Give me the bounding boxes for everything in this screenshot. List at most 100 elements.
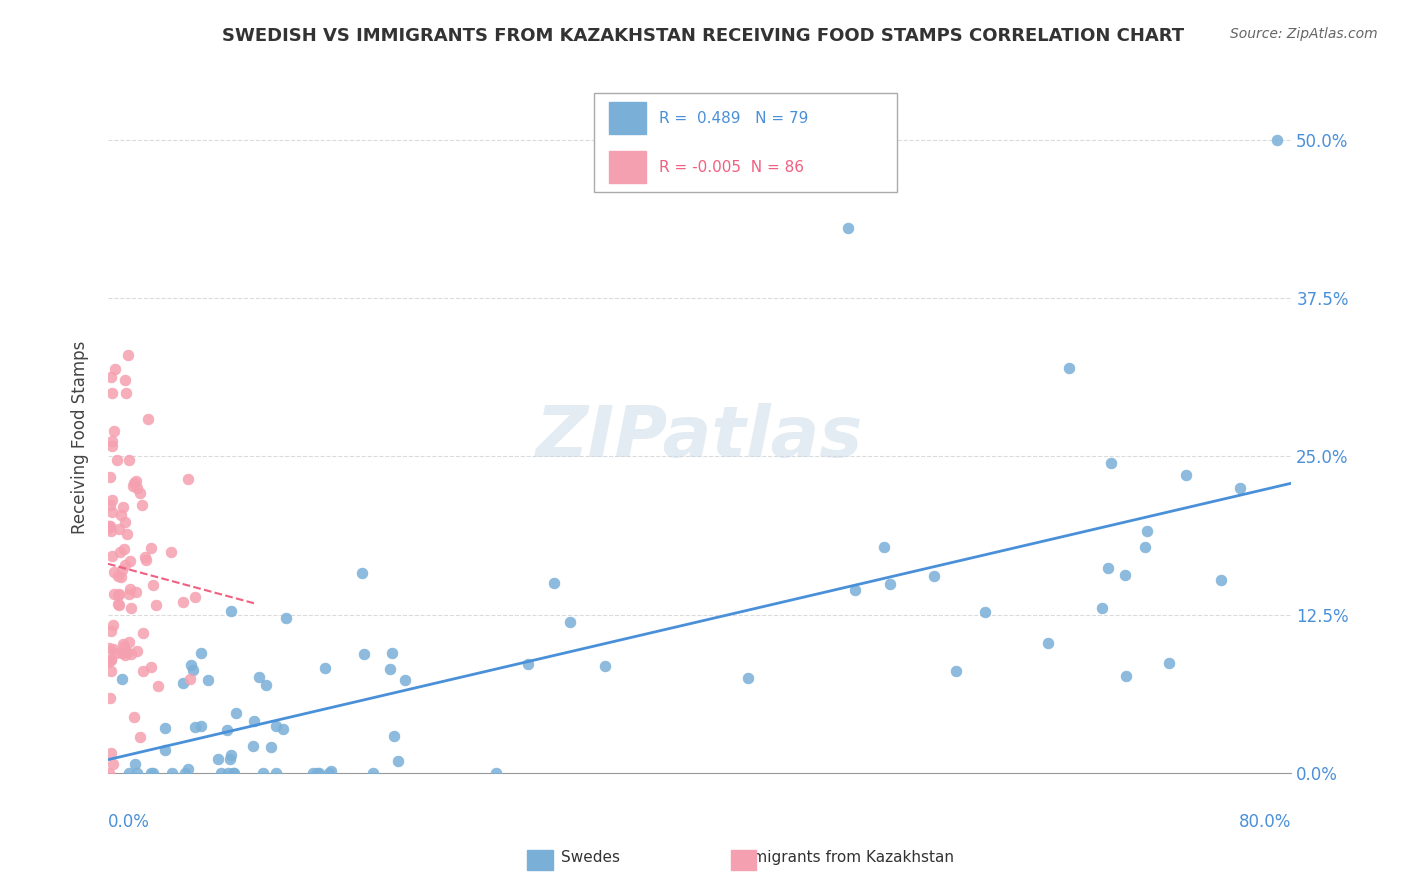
Point [121, 648, 143, 662]
Point [141, 660, 163, 674]
Point [118, 587, 141, 601]
Point [97, 518, 120, 533]
Point [1211, 573, 1233, 587]
Y-axis label: Receiving Food Stamps: Receiving Food Stamps [72, 341, 89, 534]
Point [135, 553, 157, 567]
Point [1038, 636, 1060, 650]
Point [114, 558, 136, 572]
Point [101, 618, 124, 632]
Point [560, 615, 582, 629]
Point [160, 766, 183, 780]
Point [117, 635, 139, 649]
Point [122, 475, 145, 490]
Point [207, 752, 229, 766]
Text: SWEDISH VS IMMIGRANTS FROM KAZAKHSTAN RECEIVING FOOD STAMPS CORRELATION CHART: SWEDISH VS IMMIGRANTS FROM KAZAKHSTAN RE… [222, 27, 1184, 45]
Point [148, 679, 170, 693]
Point [1229, 481, 1251, 495]
Point [142, 578, 165, 592]
Point [115, 386, 138, 401]
Point [108, 545, 131, 559]
Point [243, 714, 266, 728]
Point [837, 221, 859, 235]
Point [100, 524, 122, 538]
Point [111, 672, 134, 686]
Point [1157, 656, 1180, 670]
Point [190, 719, 212, 733]
Text: R = -0.005  N = 86: R = -0.005 N = 86 [658, 160, 804, 175]
Point [973, 605, 995, 619]
Point [224, 766, 246, 780]
Point [737, 672, 759, 686]
Point [266, 766, 288, 780]
Point [308, 766, 330, 780]
Point [98, 640, 121, 655]
Point [101, 549, 124, 563]
Point [517, 657, 540, 671]
Point [184, 591, 207, 605]
Point [110, 570, 132, 584]
Point [1091, 601, 1114, 615]
Point [543, 575, 565, 590]
Point [139, 766, 162, 780]
Text: Immigrants from Kazakhstan: Immigrants from Kazakhstan [733, 850, 955, 865]
Point [111, 500, 134, 515]
Point [111, 646, 134, 660]
Point [107, 598, 129, 612]
Point [97, 520, 120, 534]
Point [264, 719, 287, 733]
Point [115, 645, 138, 659]
Point [107, 568, 129, 582]
Point [104, 362, 127, 376]
Point [222, 766, 245, 780]
Point [160, 545, 183, 559]
Point [314, 661, 336, 675]
Point [98, 518, 121, 533]
Point [114, 648, 136, 663]
Bar [609, 102, 647, 134]
Point [111, 563, 134, 577]
Point [100, 505, 122, 519]
Point [183, 720, 205, 734]
Point [1059, 360, 1081, 375]
Point [107, 597, 129, 611]
Point [101, 434, 124, 448]
Point [172, 595, 194, 609]
Point [117, 348, 139, 362]
Text: Source: ZipAtlas.com: Source: ZipAtlas.com [1230, 27, 1378, 41]
Point [97, 766, 120, 780]
Point [180, 657, 202, 672]
Point [122, 710, 145, 724]
Point [98, 690, 121, 705]
Point [225, 706, 247, 721]
Point [1133, 541, 1156, 555]
Point [302, 766, 325, 780]
Bar [609, 152, 647, 184]
Point [128, 486, 150, 500]
Point [1175, 467, 1198, 482]
Point [110, 508, 132, 523]
Point [256, 677, 278, 691]
Point [259, 739, 281, 754]
Point [132, 664, 155, 678]
Point [103, 565, 125, 579]
Point [221, 748, 243, 763]
Point [1265, 132, 1288, 146]
Point [103, 587, 125, 601]
Point [105, 453, 128, 467]
Point [145, 598, 167, 612]
Point [247, 670, 270, 684]
Point [114, 515, 136, 529]
Point [118, 554, 141, 568]
Point [177, 472, 200, 486]
Point [215, 723, 238, 737]
Point [100, 370, 122, 384]
Point [101, 386, 124, 401]
Point [122, 479, 145, 493]
Point [115, 527, 138, 541]
Text: R =  0.489   N = 79: R = 0.489 N = 79 [658, 111, 808, 126]
Point [181, 664, 204, 678]
Point [104, 646, 127, 660]
Point [114, 373, 136, 387]
Point [1115, 669, 1137, 683]
Point [100, 624, 122, 639]
